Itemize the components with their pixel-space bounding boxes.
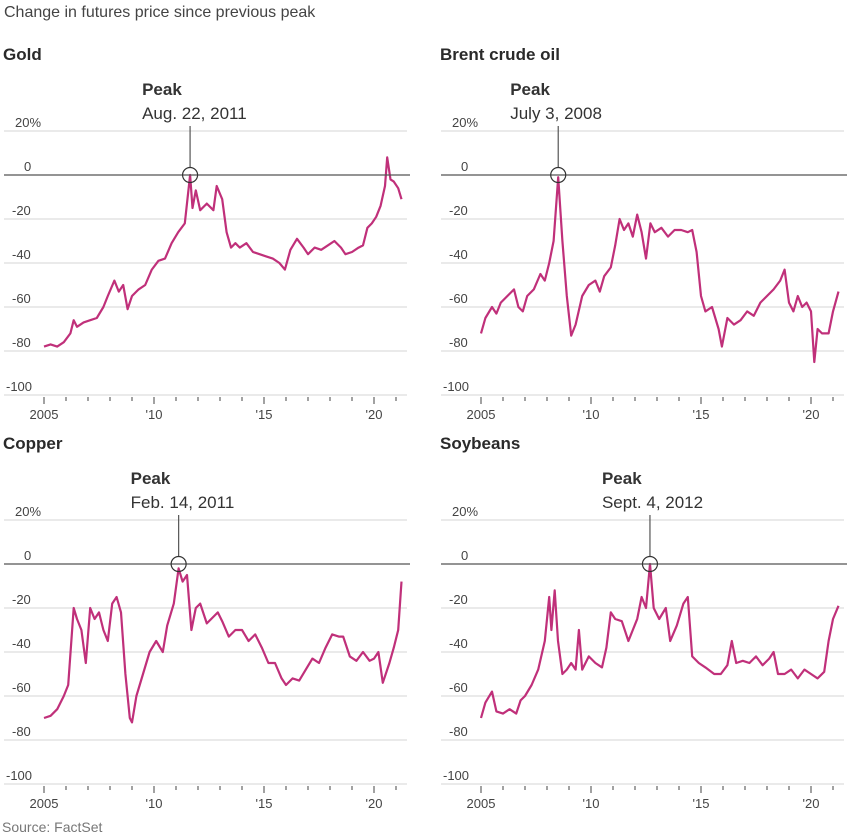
x-tick-label: '10 <box>146 407 163 422</box>
chart-panel-brent-crude-oil: Brent crude oil 20% 0 -20 -40 -60 -80 -100 2005 '… <box>440 45 847 422</box>
y-tick-label: -40 <box>449 247 468 262</box>
y-tick-label: -20 <box>12 592 31 607</box>
peak-marker <box>641 555 659 573</box>
y-tick-label: -80 <box>12 724 31 739</box>
data-line <box>479 176 840 364</box>
y-tick-label: -20 <box>449 592 468 607</box>
peak-date: Aug. 22, 2011 <box>142 104 247 123</box>
y-tick-label: -80 <box>449 724 468 739</box>
peak-label: Peak <box>510 80 550 99</box>
chart-panel-gold: Gold 20% 0 -20 -40 -60 -80 -100 2005 '10 '15 '20 Pea… <box>3 45 410 422</box>
y-tick-label: -20 <box>449 203 468 218</box>
y-tick-label: -40 <box>12 636 31 651</box>
data-line <box>43 567 403 724</box>
peak-marker <box>181 166 199 184</box>
x-tick-label: '10 <box>583 796 600 811</box>
x-tick-label: '15 <box>693 407 710 422</box>
chart-panel-soybeans: Soybeans 20% 0 -20 -40 -60 -80 -100 2005 '10 '15 '2… <box>440 434 847 811</box>
panel-title: Brent crude oil <box>440 45 560 64</box>
y-tick-label: -100 <box>443 768 469 783</box>
x-tick-label: '15 <box>256 796 273 811</box>
y-tick-label: 20% <box>15 115 41 130</box>
x-tick-label: '10 <box>146 796 163 811</box>
y-tick-label: -100 <box>6 768 32 783</box>
x-tick-label: '10 <box>583 407 600 422</box>
x-tick-label: '15 <box>693 796 710 811</box>
panel-title: Copper <box>3 434 63 453</box>
x-tick-label: '20 <box>366 407 383 422</box>
peak-label: Peak <box>602 469 642 488</box>
y-tick-label: 20% <box>452 115 478 130</box>
y-tick-label: 20% <box>15 504 41 519</box>
x-tick-label: 2005 <box>30 407 59 422</box>
x-tick-label: '20 <box>803 796 820 811</box>
peak-date: July 3, 2008 <box>510 104 602 123</box>
x-tick-label: 2005 <box>30 796 59 811</box>
y-tick-label: -20 <box>12 203 31 218</box>
y-tick-label: 20% <box>452 504 478 519</box>
y-tick-label: -60 <box>12 680 31 695</box>
data-line <box>43 156 403 348</box>
y-tick-label: -80 <box>12 335 31 350</box>
x-tick-label: '20 <box>366 796 383 811</box>
x-tick-label: 2005 <box>467 796 496 811</box>
y-tick-label: 0 <box>461 159 468 174</box>
peak-date: Feb. 14, 2011 <box>131 493 235 512</box>
y-tick-label: -40 <box>12 247 31 262</box>
panel-title: Soybeans <box>440 434 520 453</box>
y-tick-label: 0 <box>461 548 468 563</box>
y-tick-label: -60 <box>12 291 31 306</box>
panel-title: Gold <box>3 45 42 64</box>
chart-subtitle: Change in futures price since previous p… <box>4 4 316 21</box>
x-tick-label: '20 <box>803 407 820 422</box>
peak-marker <box>550 166 567 184</box>
y-tick-label: -100 <box>6 379 32 394</box>
x-tick-label: 2005 <box>467 407 496 422</box>
peak-label: Peak <box>142 80 182 99</box>
chart-panel-copper: Copper 20% 0 -20 -40 -60 -80 -100 2005 '10 '15 '20 P… <box>3 434 410 811</box>
x-tick-label: '15 <box>256 407 273 422</box>
y-tick-label: -100 <box>443 379 469 394</box>
data-line <box>479 562 840 719</box>
y-tick-label: -60 <box>449 680 468 695</box>
y-tick-label: -40 <box>449 636 468 651</box>
y-tick-label: 0 <box>24 548 31 563</box>
peak-date: Sept. 4, 2012 <box>602 493 703 512</box>
source-note: Source: FactSet <box>2 819 103 835</box>
peak-marker <box>170 555 187 573</box>
y-tick-label: 0 <box>24 159 31 174</box>
y-tick-label: -80 <box>449 335 468 350</box>
peak-label: Peak <box>131 469 171 488</box>
y-tick-label: -60 <box>449 291 468 306</box>
